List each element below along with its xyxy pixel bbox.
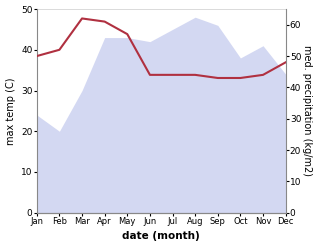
Y-axis label: max temp (C): max temp (C) — [5, 77, 16, 145]
Y-axis label: med. precipitation (kg/m2): med. precipitation (kg/m2) — [302, 45, 313, 176]
X-axis label: date (month): date (month) — [122, 231, 200, 242]
